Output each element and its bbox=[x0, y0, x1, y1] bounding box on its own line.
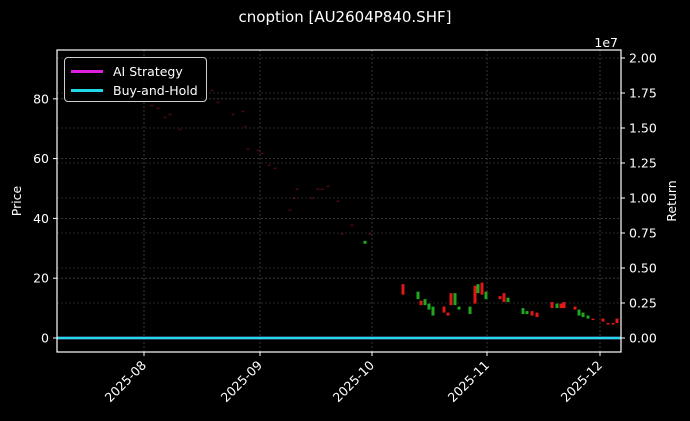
price-tick-label: 80 bbox=[33, 91, 49, 106]
return-axis-multiplier: 1e7 bbox=[594, 35, 618, 50]
candle bbox=[292, 197, 296, 199]
legend-label: Buy-and-Hold bbox=[113, 82, 198, 98]
cyan-line-swatch-icon bbox=[71, 88, 103, 92]
candle bbox=[562, 302, 566, 309]
candle bbox=[163, 116, 167, 119]
candle bbox=[615, 318, 619, 324]
candle bbox=[606, 323, 610, 325]
candle bbox=[502, 293, 506, 303]
return-tick-label: 1.00 bbox=[629, 191, 657, 206]
candle bbox=[326, 185, 330, 188]
legend: AI Strategy Buy-and-Hold bbox=[64, 57, 207, 102]
candle bbox=[419, 300, 423, 306]
candle bbox=[320, 188, 324, 190]
candle bbox=[288, 209, 292, 211]
date-tick-label: 2025-11 bbox=[445, 358, 493, 406]
legend-label: AI Strategy bbox=[113, 63, 183, 79]
candle bbox=[473, 285, 477, 304]
chart-title: cnoption [AU2604P840.SHF] bbox=[238, 8, 452, 26]
return-axis-label: Return bbox=[664, 180, 679, 221]
candle bbox=[431, 306, 435, 316]
candle bbox=[535, 312, 539, 318]
candle bbox=[453, 293, 457, 306]
candle bbox=[446, 312, 450, 316]
legend-item-buy-and-hold: Buy-and-Hold bbox=[71, 81, 198, 99]
return-tick-label: 0.00 bbox=[629, 331, 657, 346]
candle bbox=[476, 284, 480, 294]
candle bbox=[530, 311, 534, 316]
candle bbox=[368, 233, 372, 235]
candle bbox=[241, 110, 245, 113]
return-tick-label: 0.25 bbox=[629, 296, 657, 311]
candle bbox=[316, 188, 320, 190]
price-tick-label: 20 bbox=[33, 271, 49, 286]
candle bbox=[246, 148, 250, 150]
date-tick-label: 2025-08 bbox=[102, 357, 150, 405]
price-tick-label: 40 bbox=[33, 211, 49, 226]
candle bbox=[611, 323, 615, 325]
return-tick-label: 1.50 bbox=[629, 121, 657, 136]
candlesticks bbox=[150, 83, 619, 325]
candle bbox=[591, 318, 595, 321]
candle bbox=[336, 200, 340, 202]
candle bbox=[231, 113, 235, 116]
date-tick-label: 2025-12 bbox=[558, 358, 606, 406]
candle bbox=[243, 125, 247, 128]
candle bbox=[416, 291, 420, 300]
candle bbox=[468, 306, 472, 315]
candle bbox=[601, 318, 605, 322]
return-tick-label: 0.75 bbox=[629, 226, 657, 241]
candle bbox=[573, 306, 577, 310]
return-tick-label: 1.75 bbox=[629, 86, 657, 101]
candle bbox=[506, 297, 510, 303]
price-tick-label: 60 bbox=[33, 151, 49, 166]
candle bbox=[555, 303, 559, 309]
candle bbox=[577, 309, 581, 316]
candle bbox=[178, 128, 182, 131]
candle bbox=[521, 308, 525, 315]
candle bbox=[581, 312, 585, 318]
date-axis: 2025-08 2025-09 2025-10 2025-11 2025-12 bbox=[102, 352, 606, 406]
legend-item-ai-strategy: AI Strategy bbox=[71, 62, 183, 80]
candle bbox=[156, 107, 160, 110]
price-tick-label: 0 bbox=[41, 331, 49, 346]
candle bbox=[150, 104, 154, 107]
candle bbox=[216, 101, 220, 104]
return-tick-label: 0.50 bbox=[629, 261, 657, 276]
candle bbox=[363, 240, 367, 244]
candle bbox=[498, 296, 502, 300]
candle bbox=[295, 188, 299, 190]
candle bbox=[310, 197, 314, 199]
return-axis: 0.00 0.25 0.50 0.75 1.00 1.25 1.50 1.75 2.00 bbox=[621, 51, 657, 346]
candle bbox=[480, 282, 484, 295]
candle bbox=[423, 299, 427, 306]
candle bbox=[525, 311, 529, 315]
candle bbox=[427, 303, 431, 310]
price-axis-label: Price bbox=[9, 185, 24, 216]
candle bbox=[457, 306, 461, 310]
date-tick-label: 2025-09 bbox=[218, 357, 266, 405]
candle bbox=[340, 233, 344, 235]
magenta-line-swatch-icon bbox=[71, 69, 103, 73]
candle bbox=[210, 89, 214, 92]
date-tick-label: 2025-10 bbox=[330, 357, 378, 405]
candle bbox=[168, 113, 172, 116]
return-tick-label: 1.25 bbox=[629, 156, 657, 171]
return-tick-label: 2.00 bbox=[629, 51, 657, 66]
candle bbox=[273, 167, 277, 170]
candle bbox=[586, 315, 590, 319]
candle bbox=[559, 303, 563, 309]
plot-frame bbox=[56, 49, 622, 353]
candle bbox=[260, 152, 264, 155]
candle bbox=[484, 291, 488, 300]
candle bbox=[550, 302, 554, 309]
candle bbox=[267, 164, 271, 167]
candle bbox=[449, 293, 453, 306]
candle bbox=[350, 224, 354, 226]
candle bbox=[442, 306, 446, 313]
candle bbox=[401, 284, 405, 295]
candle bbox=[256, 149, 260, 152]
price-axis: 0 20 40 60 80 bbox=[33, 91, 57, 346]
